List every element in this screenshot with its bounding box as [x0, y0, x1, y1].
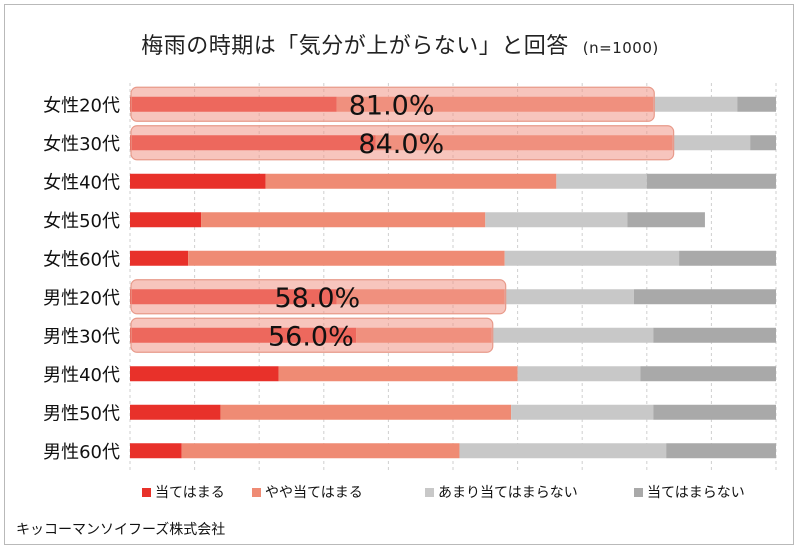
bar-segment [640, 366, 776, 382]
title-text: 梅雨の時期は「気分が上がらない」と回答 [141, 34, 569, 59]
category-label: 男性50代 [43, 403, 120, 424]
category-label: 男性30代 [43, 326, 120, 347]
highlight-box [130, 86, 655, 122]
highlight-box [130, 125, 675, 161]
highlight-box [130, 279, 507, 315]
category-label: 女性50代 [43, 211, 120, 232]
bar-segment [750, 135, 776, 151]
bar-segment [459, 443, 667, 459]
bar-segment [220, 404, 512, 420]
bar-segment [511, 404, 654, 420]
sample-size-note: (n=1000) [582, 39, 659, 57]
bar-segment [188, 250, 505, 266]
bar-segment [130, 443, 182, 459]
bar-segment [130, 250, 189, 266]
bar-segment [181, 443, 460, 459]
category-label: 男性40代 [43, 365, 120, 386]
legend-swatch [252, 488, 261, 497]
highlight-value-label: 56.0% [268, 321, 354, 352]
category-label: 女性20代 [43, 95, 120, 116]
legend-label: やや当てはまる [265, 485, 363, 501]
bar-segment [517, 366, 641, 382]
highlight-value-label: 58.0% [274, 283, 360, 314]
bar-segment [666, 443, 776, 459]
bar-segment [485, 212, 628, 228]
bar-segment [653, 96, 738, 112]
bar-segment [653, 404, 776, 420]
bar-segment [278, 366, 518, 382]
legend-label: 当てはまる [155, 485, 225, 501]
category-label: 男性20代 [43, 288, 120, 309]
bar-segment [679, 250, 776, 266]
bar-segment [504, 289, 634, 305]
bar-segment [672, 135, 751, 151]
legend-swatch [142, 488, 151, 497]
bar-segment [491, 327, 654, 343]
legend-swatch [634, 488, 643, 497]
bar-segment [556, 173, 647, 189]
bar-segment [646, 173, 776, 189]
legend-swatch [425, 488, 434, 497]
bar-segment [504, 250, 680, 266]
highlight-value-label: 81.0% [349, 90, 435, 121]
chart-title: 梅雨の時期は「気分が上がらない」と回答 (n=1000) [0, 28, 800, 60]
legend-label: 当てはまらない [647, 485, 745, 501]
bar-segment [653, 327, 776, 343]
bar-segment [130, 404, 221, 420]
bar-segment [130, 212, 202, 228]
company-credit: キッコーマンソイフーズ株式会社 [16, 522, 226, 538]
bar-segment [130, 173, 266, 189]
bar-segment [633, 289, 776, 305]
category-label: 女性30代 [43, 134, 120, 155]
category-label: 女性40代 [43, 172, 120, 193]
highlight-box [130, 317, 494, 353]
bar-segment [627, 212, 705, 228]
bar-segment [201, 212, 486, 228]
legend-label: あまり当てはまらない [438, 485, 578, 501]
bar-segment [130, 366, 279, 382]
category-label: 男性60代 [43, 442, 120, 463]
highlight-value-label: 84.0% [358, 129, 444, 160]
category-label: 女性60代 [43, 249, 120, 270]
bar-segment [265, 173, 557, 189]
bar-segment [737, 96, 776, 112]
